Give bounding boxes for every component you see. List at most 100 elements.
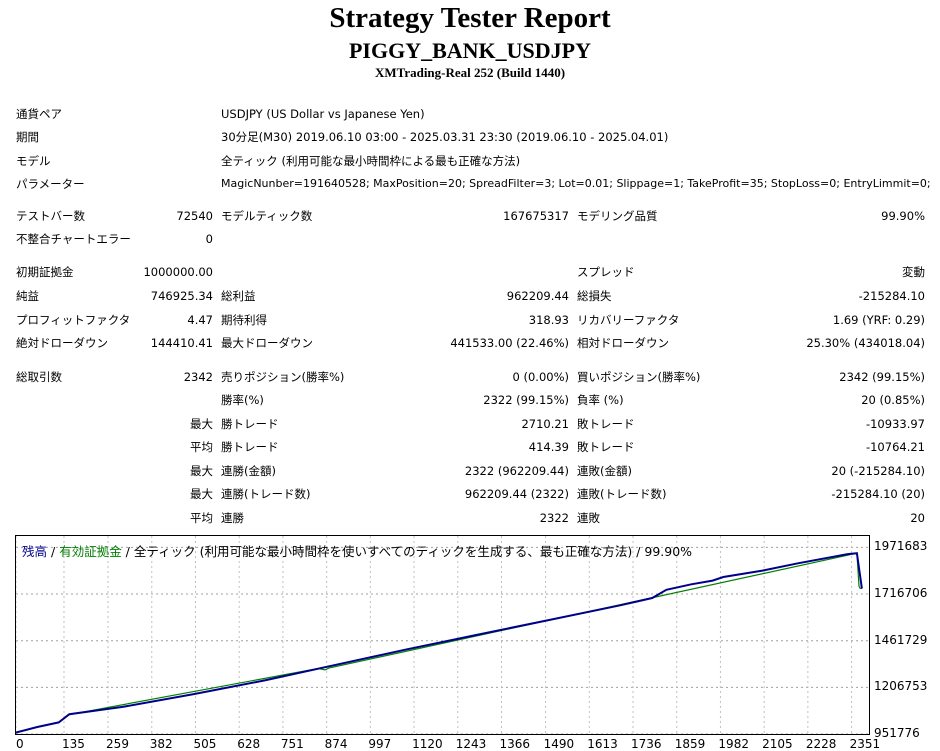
- balance-chart: 残高 / 有効証拠金 / 全ティック (利用可能な最小時間枠を使いすべてのティッ…: [15, 535, 870, 735]
- max-dd-label: 最大ドローダウン: [221, 336, 313, 350]
- x-tick-label: 1736: [631, 737, 662, 751]
- max-word: 最大: [190, 464, 213, 478]
- expected-label: 期待利得: [221, 313, 267, 327]
- bars-label: テストバー数: [16, 209, 85, 223]
- recovery-value: 1.69 (YRF: 0.29): [832, 313, 925, 327]
- params-label: パラメーター: [16, 177, 85, 191]
- x-tick-label: 1120: [412, 737, 443, 751]
- max-word: 最大: [190, 487, 213, 501]
- x-tick-label: 751: [280, 737, 304, 751]
- server-info: XMTrading-Real 252 (Build 1440): [374, 65, 566, 80]
- x-tick-label: 2228: [805, 737, 837, 751]
- short-value: 0 (0.00%): [512, 370, 569, 384]
- trades-value: 2342: [183, 370, 213, 384]
- x-tick-label: 1982: [718, 737, 749, 751]
- x-tick-label: 997: [368, 737, 392, 751]
- chart-plot: [16, 536, 869, 734]
- x-tick-label: 0: [16, 737, 24, 751]
- x-tick-label: 874: [324, 737, 348, 751]
- x-tick-label: 1613: [587, 737, 618, 751]
- y-tick-label: 1971683: [874, 539, 928, 554]
- legend-separator: /: [47, 544, 60, 559]
- params-value: MagicNunber=191640528; MaxPosition=20; S…: [221, 177, 931, 190]
- legend-balance: 残高: [22, 544, 48, 559]
- mismatch-value: 0: [205, 232, 213, 246]
- ticks-value: 167675317: [503, 209, 569, 223]
- gross-loss-label: 総損失: [577, 289, 612, 303]
- x-tick-label: 382: [149, 737, 173, 751]
- win-trade-label: 勝トレード: [221, 440, 279, 454]
- loss-rate-value: 20 (0.85%): [861, 393, 925, 407]
- spread-value: 変動: [902, 265, 925, 279]
- win-trade-label: 勝トレード: [221, 417, 279, 431]
- consec-loss-amt-label: 連敗(金額): [577, 464, 632, 478]
- pair-label: 通貨ペア: [16, 107, 62, 121]
- rel-dd-label: 相対ドローダウン: [577, 336, 669, 350]
- pf-value: 4.47: [187, 313, 213, 327]
- spread-label: スプレッド: [577, 265, 635, 279]
- pair-value: USDJPY (US Dollar vs Japanese Yen): [221, 107, 425, 121]
- max-loss-trade-value: -10933.97: [865, 417, 925, 431]
- trades-label: 総取引数: [16, 370, 62, 384]
- loss-trade-label: 敗トレード: [577, 417, 635, 431]
- consec-loss-cnt-label: 連敗(トレード数): [577, 487, 667, 501]
- period-label: 期間: [16, 130, 39, 144]
- legend-equity: 有効証拠金: [59, 544, 122, 559]
- gross-profit-label: 総利益: [221, 289, 256, 303]
- rel-dd-value: 25.30% (434018.04): [806, 336, 925, 350]
- loss-rate-label: 負率 (%): [577, 393, 624, 407]
- y-tick-label: 1716706: [874, 586, 928, 601]
- y-tick-label: 951776: [874, 726, 920, 740]
- quality-value: 99.90%: [881, 209, 925, 223]
- avg-loss-trade-value: -10764.21: [865, 440, 925, 454]
- deposit-value: 1000000.00: [143, 265, 213, 279]
- max-win-trade-value: 2710.21: [521, 417, 569, 431]
- pf-label: プロフィットファクタ: [16, 313, 131, 327]
- avg-win-trade-value: 414.39: [528, 440, 569, 454]
- consec-win-cnt-label: 連勝(トレード数): [221, 487, 311, 501]
- consec-loss-cnt-value: -215284.10 (20): [831, 487, 925, 501]
- chart-legend: 残高 / 有効証拠金 / 全ティック (利用可能な最小時間枠を使いすべてのティッ…: [22, 541, 692, 560]
- consec-loss-amt-value: 20 (-215284.10): [831, 464, 925, 478]
- net-value: 746925.34: [150, 289, 213, 303]
- x-tick-label: 2105: [762, 737, 793, 751]
- net-label: 純益: [16, 289, 39, 303]
- x-tick-label: 628: [237, 737, 261, 751]
- x-tick-label: 1490: [543, 737, 575, 751]
- x-tick-label: 135: [61, 737, 85, 751]
- consec-loss-label: 連敗: [577, 511, 600, 525]
- model-value: 全ティック (利用可能な最小時間枠による最も正確な方法): [221, 154, 521, 168]
- x-tick-label: 1859: [674, 737, 706, 751]
- model-label: モデル: [16, 154, 51, 168]
- long-label: 買いポジション(勝率%): [577, 370, 701, 384]
- mismatch-label: 不整合チャートエラー: [16, 232, 131, 246]
- consec-loss-value: 20: [910, 511, 925, 525]
- period-value: 30分足(M30) 2019.06.10 03:00 - 2025.03.31 …: [221, 130, 669, 144]
- ea-name: PIGGY_BANK_USDJPY: [348, 38, 591, 63]
- x-tick-label: 2351: [849, 737, 881, 751]
- loss-trade-label: 敗トレード: [577, 440, 635, 454]
- max-dd-value: 441533.00 (22.46%): [450, 336, 569, 350]
- y-tick-label: 1206753: [874, 679, 928, 694]
- consec-win-amt-value: 2322 (962209.44): [464, 464, 569, 478]
- win-rate-value: 2322 (99.15%): [483, 393, 569, 407]
- long-value: 2342 (99.15%): [839, 370, 925, 384]
- legend-model: / 全ティック (利用可能な最小時間枠を使いすべてのティックを生成する、最も正確…: [121, 544, 693, 559]
- consec-win-cnt-value: 962209.44 (2322): [464, 487, 569, 501]
- x-tick-label: 1366: [499, 737, 531, 751]
- consec-win-amt-label: 連勝(金額): [221, 464, 276, 478]
- x-tick-label: 505: [193, 737, 217, 751]
- recovery-label: リカバリーファクタ: [577, 313, 680, 327]
- y-tick-label: 1461729: [874, 632, 928, 647]
- x-tick-label: 1243: [455, 737, 487, 751]
- bars-value: 72540: [176, 209, 213, 223]
- deposit-label: 初期証拠金: [16, 265, 74, 279]
- x-tick-label: 259: [106, 737, 129, 751]
- gross-profit-value: 962209.44: [506, 289, 569, 303]
- ticks-label: モデルティック数: [221, 209, 313, 223]
- gross-loss-value: -215284.10: [858, 289, 925, 303]
- balance-line: [16, 552, 863, 734]
- consec-win-label: 連勝: [221, 511, 244, 525]
- abs-dd-value: 144410.41: [150, 336, 213, 350]
- avg-word: 平均: [190, 511, 213, 525]
